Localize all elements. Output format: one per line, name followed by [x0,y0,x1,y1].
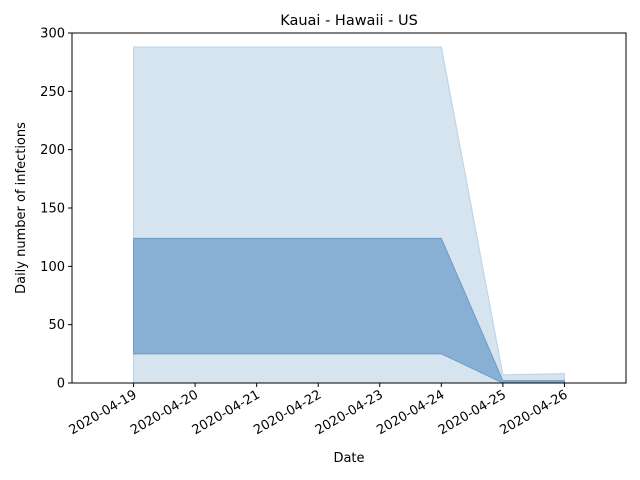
x-axis: 2020-04-192020-04-202020-04-212020-04-22… [67,383,571,438]
x-tick-label: 2020-04-25 [436,387,509,438]
y-tick-label: 100 [40,260,65,275]
y-tick-label: 200 [40,143,65,158]
x-tick-label: 2020-04-21 [190,387,263,438]
y-tick-label: 0 [57,377,65,392]
x-tick-label: 2020-04-26 [498,387,571,438]
y-tick-label: 300 [40,27,65,42]
x-tick-label: 2020-04-23 [313,387,386,438]
chart-title: Kauai - Hawaii - US [280,13,418,29]
x-tick-label: 2020-04-19 [67,387,140,438]
y-axis: 0 50 100 150 200 250 300 [40,27,72,392]
y-axis-label: Daily number of infections [14,122,29,294]
y-tick-label: 50 [48,318,65,333]
x-tick-label: 2020-04-24 [374,387,447,438]
y-tick-label: 250 [40,85,65,100]
x-tick-label: 2020-04-22 [251,387,324,438]
bands [133,46,565,384]
y-tick-label: 150 [40,202,65,217]
x-axis-label: Date [333,451,364,466]
plot-frame [71,32,627,384]
x-tick-label: 2020-04-20 [128,387,201,438]
